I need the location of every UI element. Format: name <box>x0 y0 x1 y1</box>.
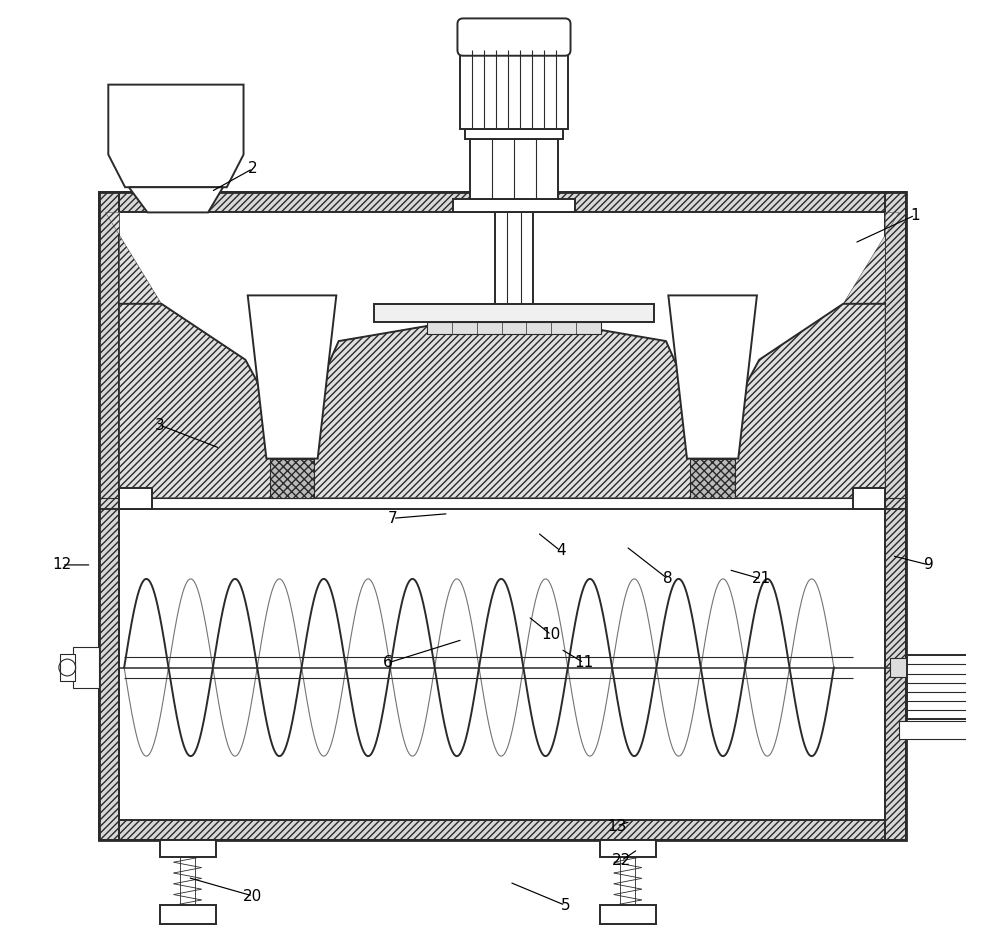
Bar <box>119 488 152 509</box>
Bar <box>73 647 99 688</box>
Bar <box>470 139 558 199</box>
Text: 1: 1 <box>910 207 920 222</box>
Polygon shape <box>668 295 757 459</box>
Bar <box>453 199 575 212</box>
Bar <box>160 905 216 924</box>
Bar <box>620 856 635 905</box>
Text: 9: 9 <box>924 558 934 573</box>
Polygon shape <box>248 295 336 459</box>
Text: 20: 20 <box>243 888 262 903</box>
Bar <box>977 665 997 710</box>
Polygon shape <box>106 212 161 304</box>
Bar <box>99 191 119 840</box>
Text: 8: 8 <box>663 572 673 587</box>
Bar <box>890 658 907 677</box>
Bar <box>99 819 906 840</box>
Text: 10: 10 <box>542 628 561 643</box>
Bar <box>427 322 601 333</box>
Text: 22: 22 <box>612 853 631 868</box>
Bar <box>495 212 533 313</box>
Bar <box>180 856 195 905</box>
Polygon shape <box>129 187 223 212</box>
Bar <box>899 721 1000 740</box>
Polygon shape <box>108 85 244 187</box>
Bar <box>600 840 656 856</box>
Bar <box>160 840 216 856</box>
Text: 5: 5 <box>560 898 570 913</box>
Bar <box>600 905 656 924</box>
Bar <box>60 655 75 681</box>
Text: 21: 21 <box>752 572 771 587</box>
FancyBboxPatch shape <box>457 19 571 56</box>
Bar <box>907 656 977 719</box>
Text: 12: 12 <box>52 558 71 573</box>
Polygon shape <box>119 304 885 498</box>
Bar <box>270 459 314 498</box>
Bar <box>465 130 563 139</box>
Bar <box>99 191 906 840</box>
Polygon shape <box>843 212 899 304</box>
Text: 13: 13 <box>607 818 626 833</box>
Bar <box>885 191 906 840</box>
Text: 6: 6 <box>383 656 393 671</box>
Bar <box>853 488 885 509</box>
Text: 2: 2 <box>248 161 258 177</box>
Text: 11: 11 <box>574 656 594 671</box>
Bar <box>690 459 735 498</box>
Bar <box>99 191 906 212</box>
Text: 4: 4 <box>556 544 565 559</box>
Bar <box>374 304 654 322</box>
Text: 7: 7 <box>388 511 398 526</box>
Bar <box>460 50 568 130</box>
Text: 3: 3 <box>155 417 164 432</box>
